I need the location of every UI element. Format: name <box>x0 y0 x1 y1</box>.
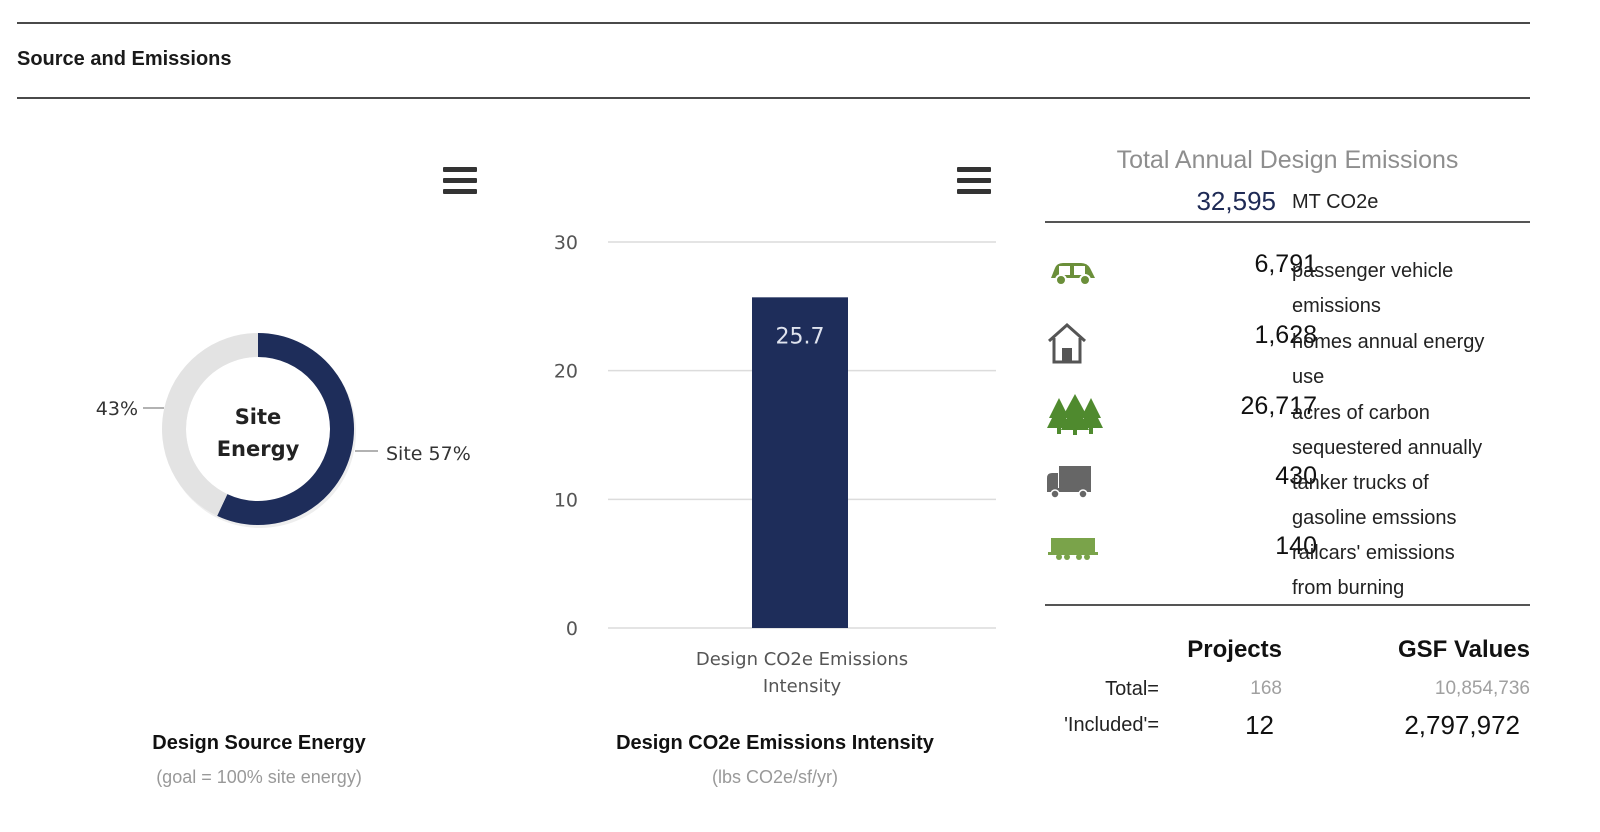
emissions-top-rule <box>1045 221 1530 223</box>
section-title: Source and Emissions <box>17 48 232 70</box>
total-emissions-unit: MT CO2e <box>1292 191 1379 213</box>
donut-label-left: 43% <box>96 398 138 420</box>
donut-label-right: Site 57% <box>386 443 471 465</box>
bar-y-tick-label: 30 <box>554 232 578 254</box>
forest-value: 26,717 <box>1240 392 1317 420</box>
truck-icon <box>1047 466 1091 499</box>
donut-slice-other[interactable] <box>162 333 259 516</box>
donut-center-line1: Site <box>235 405 282 429</box>
header-divider <box>17 97 1530 99</box>
bar-chart-title: Design CO2e Emissions Intensity <box>616 732 934 754</box>
emissions-bottom-rule <box>1045 604 1530 606</box>
forest-label-line1: acres of carbon <box>1292 402 1430 424</box>
gsf-column-header: GSF Values <box>1397 636 1530 663</box>
bar-y-tick-label: 10 <box>554 489 578 511</box>
projects-column-header: Projects <box>1187 636 1282 663</box>
bar-mark[interactable] <box>752 297 848 628</box>
equivalent-row-tanker: 430 tanker trucks of gasoline emssions <box>1045 462 1530 534</box>
homes-value: 1,628 <box>1254 321 1317 349</box>
railcar-label-line1: railcars' emissions <box>1292 542 1455 564</box>
total-gsf-value: 10,854,736 <box>1434 678 1530 699</box>
donut-chart: Site Energy 43% Site 57% <box>96 333 471 528</box>
equivalent-row-homes: 1,628 homes annual energy use <box>1045 321 1530 393</box>
emissions-panel-title: Total Annual Design Emissions <box>1116 146 1459 174</box>
bar-chart-menu-icon[interactable] <box>957 167 991 195</box>
railcar-icon <box>1048 538 1098 560</box>
vehicles-label-line2: emissions <box>1292 295 1381 317</box>
forest-label-line2: sequestered annually <box>1292 437 1483 459</box>
railcar-label: railcars' emissions from burning <box>1292 536 1532 606</box>
vehicles-label: passenger vehicle emissions <box>1292 254 1532 324</box>
tanker-label-line1: tanker trucks of <box>1292 472 1429 494</box>
donut-chart-menu-icon[interactable] <box>443 167 477 195</box>
bar-chart: 0 10 20 30 25.7 Design CO2e Emissions Inten… <box>554 232 996 697</box>
total-projects-value: 168 <box>1250 678 1282 699</box>
bar-y-tick-label: 20 <box>554 361 578 383</box>
trees-icon <box>1047 394 1103 435</box>
homes-label-line1: homes annual energy <box>1292 331 1485 353</box>
railcar-value: 140 <box>1275 532 1317 560</box>
total-row-label: Total= <box>1105 678 1159 700</box>
bar-category-label-line1: Design CO2e Emissions <box>696 649 908 670</box>
car-icon <box>1051 263 1095 286</box>
donut-center-line2: Energy <box>217 437 300 461</box>
bar-data-label: 25.7 <box>776 324 825 349</box>
homes-label: homes annual energy use <box>1292 325 1532 395</box>
equivalent-row-forest: 26,717 acres of carbon sequestered annual… <box>1045 392 1530 464</box>
donut-slice-site[interactable] <box>217 333 354 525</box>
tanker-value: 430 <box>1275 462 1317 490</box>
bar-category-label-line2: Intensity <box>763 676 842 697</box>
donut-chart-title: Design Source Energy <box>152 732 366 754</box>
vehicles-label-line1: passenger vehicle <box>1292 260 1454 282</box>
included-row-label: 'Included'= <box>1064 714 1159 736</box>
donut-hole <box>186 357 330 501</box>
total-emissions-value: 32,595 <box>1196 186 1276 216</box>
tanker-label-line2: gasoline emssions <box>1292 507 1457 529</box>
railcar-label-line2: from burning <box>1292 577 1405 599</box>
included-projects-value: 12 <box>1245 710 1274 740</box>
house-icon <box>1048 322 1086 364</box>
bar-chart-subtitle: (lbs CO2e/sf/yr) <box>711 767 839 787</box>
donut-chart-subtitle: (goal = 100% site energy) <box>156 767 362 787</box>
vehicles-value: 6,791 <box>1254 250 1317 278</box>
top-divider <box>17 22 1530 24</box>
equivalent-row-vehicles: 6,791 passenger vehicle emissions <box>1045 250 1530 322</box>
tanker-label: tanker trucks of gasoline emssions <box>1292 466 1532 536</box>
bar-y-tick-label: 0 <box>566 618 578 640</box>
included-gsf-value: 2,797,972 <box>1404 710 1520 740</box>
forest-label: acres of carbon sequestered annually <box>1292 396 1532 466</box>
homes-label-line2: use <box>1292 366 1325 388</box>
equivalent-row-railcar: 140 railcars' emissions from burning <box>1045 532 1530 604</box>
